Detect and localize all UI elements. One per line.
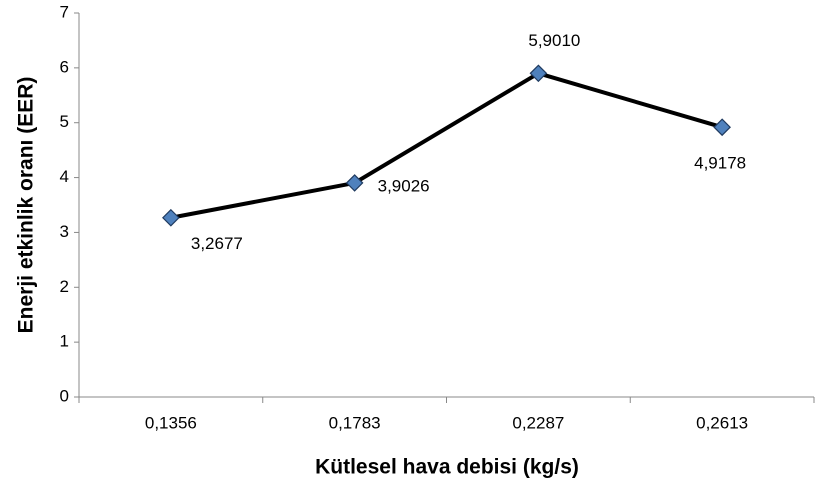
y-tick-label: 6 [60, 57, 69, 76]
y-tick-label: 2 [60, 277, 69, 296]
y-tick-label: 4 [60, 167, 69, 186]
data-label: 5,9010 [528, 31, 580, 50]
data-label: 3,9026 [378, 176, 430, 195]
marker [162, 208, 180, 227]
data-label: 4,9178 [694, 154, 746, 173]
marker [529, 64, 548, 83]
y-tick-label: 7 [60, 2, 69, 21]
marker [713, 118, 731, 137]
x-tick-label: 0,2613 [696, 413, 748, 432]
y-tick-label: 0 [60, 386, 69, 405]
x-tick-label: 0,2287 [512, 413, 564, 432]
y-tick-label: 3 [60, 222, 69, 241]
marker [345, 174, 364, 192]
x-tick-label: 0,1783 [329, 413, 381, 432]
x-axis-title: Kütlesel hava debisi (kg/s) [315, 456, 579, 479]
data-label: 3,2677 [191, 234, 243, 253]
line [170, 71, 723, 220]
y-tick-label: 1 [60, 332, 69, 351]
x-tick-label: 0,1356 [145, 413, 197, 432]
y-tick-label: 5 [60, 112, 69, 131]
y-axis-title: Enerji etkinlik oranı (EER) [15, 77, 38, 334]
